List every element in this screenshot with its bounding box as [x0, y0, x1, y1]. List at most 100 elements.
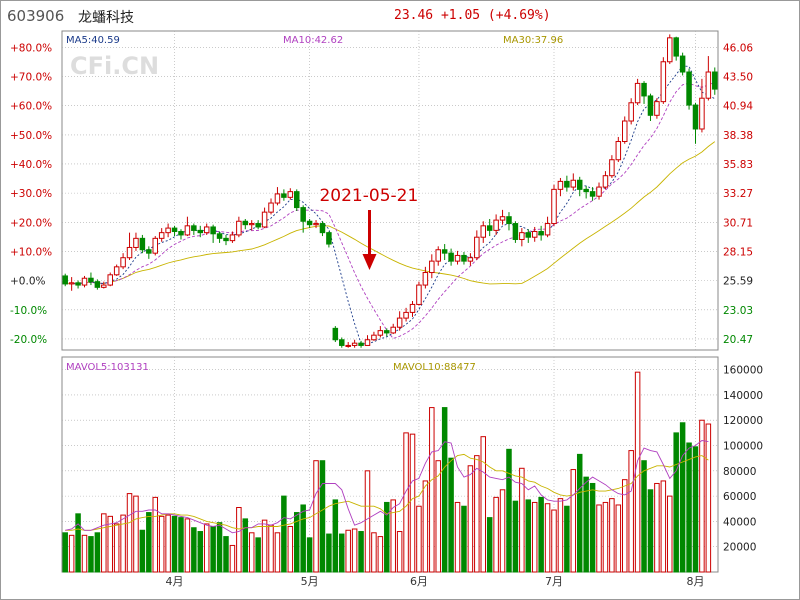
volume-bar — [339, 533, 345, 573]
volume-bar — [146, 512, 152, 573]
volume-bar — [448, 457, 454, 573]
legend-ma5: MA5:40.59 — [66, 35, 120, 46]
x-tick-label: 7月 — [545, 575, 563, 588]
volume-bar — [191, 527, 197, 573]
volume-tick: 40000 — [723, 516, 756, 528]
candle-body — [390, 326, 396, 334]
right-price-tick: 28.15 — [723, 246, 753, 258]
left-pct-tick: +60.0% — [10, 101, 52, 113]
volume-bar — [429, 407, 435, 573]
volume-bar — [531, 501, 538, 573]
volume-bar — [564, 505, 570, 573]
candle-body — [300, 207, 306, 222]
left-pct-tick: +50.0% — [10, 130, 52, 142]
candle-body — [113, 266, 120, 276]
volume-bar — [203, 523, 210, 573]
volume-bar — [229, 544, 236, 573]
x-tick-label: 4月 — [166, 575, 184, 588]
volume-bar — [461, 505, 467, 573]
volume-bar — [493, 496, 499, 573]
candle-body — [358, 342, 364, 346]
volume-bar — [679, 422, 686, 573]
volume-bar — [319, 460, 326, 573]
candle-body — [126, 246, 133, 259]
candle-body — [229, 234, 236, 242]
volume-bar — [474, 455, 480, 573]
stock-code: 603906 — [7, 7, 65, 25]
candle-body — [621, 120, 628, 143]
candle-body — [274, 193, 281, 204]
volume-bar — [692, 446, 699, 573]
candle-body — [223, 237, 229, 242]
candle-body — [68, 282, 75, 285]
candle-body — [564, 180, 570, 188]
left-pct-tick: +80.0% — [10, 42, 52, 54]
volume-tick: 20000 — [723, 542, 756, 554]
right-price-tick: 20.47 — [723, 334, 753, 346]
down-arrow — [362, 254, 377, 270]
volume-bar — [62, 532, 68, 573]
candle-body — [448, 252, 454, 262]
candle-body — [184, 225, 191, 236]
volume-bar — [403, 432, 409, 573]
candle-body — [435, 249, 441, 262]
volume-bar — [628, 450, 634, 573]
right-price-tick: 35.83 — [723, 159, 753, 171]
candle-body — [107, 274, 113, 286]
volume-bar — [306, 537, 313, 573]
volume-bar — [390, 499, 396, 573]
volume-bar — [68, 534, 75, 573]
volume-bar — [281, 495, 287, 573]
candle-body — [165, 227, 171, 234]
legend-mavol5: MAVOL5:103131 — [66, 362, 149, 373]
volume-bar — [268, 524, 274, 573]
volume-bar — [236, 507, 242, 573]
candle-body — [499, 216, 506, 221]
candle-body — [203, 226, 210, 234]
candle-body — [679, 55, 686, 73]
volume-bar — [615, 504, 622, 573]
candle-body — [319, 223, 326, 234]
volume-bar — [326, 533, 332, 573]
right-price-tick: 30.71 — [723, 217, 753, 229]
volume-bar — [576, 453, 583, 573]
volume-bar — [139, 529, 146, 573]
volume-bar — [152, 496, 159, 573]
volume-bar — [486, 517, 493, 573]
candle-body — [396, 317, 403, 328]
volume-bar — [255, 537, 261, 573]
volume-tick: 80000 — [723, 466, 756, 478]
volume-bar — [210, 525, 216, 573]
volume-bar — [602, 501, 609, 573]
candle-body — [191, 225, 197, 231]
left-pct-tick: -20.0% — [10, 334, 47, 346]
candle-body — [686, 71, 692, 106]
candle-body — [178, 231, 184, 236]
candle-body — [81, 277, 88, 286]
candle-body — [512, 223, 519, 240]
volume-bar — [384, 501, 390, 573]
mavol10-line — [65, 453, 709, 531]
volume-bar — [171, 515, 178, 573]
volume-bar — [293, 512, 300, 573]
volume-bar — [641, 460, 647, 573]
left-pct-tick: +70.0% — [10, 72, 52, 84]
candle-body — [615, 141, 622, 161]
volume-bar — [596, 504, 602, 573]
volume-bar — [133, 495, 139, 573]
candle-body — [467, 257, 474, 262]
volume-tick: 160000 — [723, 365, 763, 377]
volume-bar — [107, 515, 113, 573]
volume-bar — [422, 480, 429, 573]
candle-body — [544, 223, 551, 236]
volume-bar — [512, 500, 519, 573]
volume-bar — [113, 523, 120, 573]
volume-bar — [583, 476, 589, 573]
right-price-tick: 38.38 — [723, 130, 753, 142]
volume-bar — [184, 518, 191, 573]
volume-bar — [396, 531, 403, 573]
stock-name: 龙蟠科技 — [78, 10, 134, 26]
volume-bar — [197, 531, 204, 573]
